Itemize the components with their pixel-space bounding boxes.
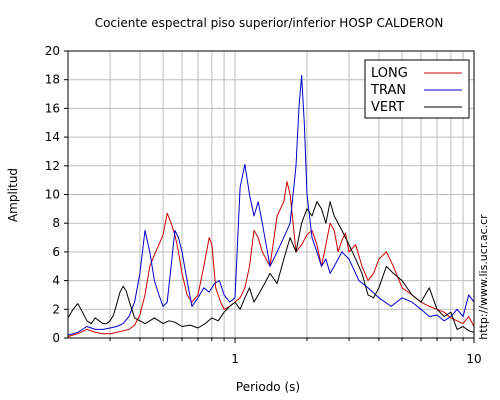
grid-lines	[68, 51, 474, 338]
chart-title: Cociente espectral piso superior/inferio…	[95, 16, 444, 30]
y-tick-label: 20	[45, 44, 60, 58]
x-axis-label: Periodo (s)	[236, 380, 300, 394]
y-tick-labels: 0 2 4 6 8 10 12 14 16 18 20	[45, 44, 60, 345]
y-tick-label: 18	[45, 73, 60, 87]
x-tick-labels: 1 10	[231, 352, 481, 366]
y-tick-label: 2	[52, 302, 60, 316]
plot-series	[67, 74, 475, 338]
legend-label-tran: TRAN	[370, 83, 406, 98]
series-line-tran	[67, 74, 475, 336]
y-tick-label: 12	[45, 159, 60, 173]
y-tick-label: 8	[52, 216, 60, 230]
axis-ticks	[64, 50, 475, 343]
y-tick-label: 10	[45, 188, 60, 202]
y-tick-label: 6	[52, 245, 60, 259]
x-tick-label: 1	[231, 352, 239, 366]
y-tick-label: 16	[45, 101, 60, 115]
y-tick-label: 0	[52, 331, 60, 345]
y-tick-label: 14	[45, 130, 60, 144]
legend: LONG TRAN VERT	[364, 59, 470, 119]
y-tick-label: 4	[52, 274, 60, 288]
source-url: http://www.lis.ucr.ac.cr	[477, 214, 490, 340]
legend-label-vert: VERT	[371, 100, 404, 115]
x-tick-label: 10	[466, 352, 481, 366]
y-axis-label: Amplitud	[6, 168, 20, 222]
series-line-vert	[67, 201, 475, 333]
legend-box	[364, 59, 470, 119]
legend-label-long: LONG	[371, 66, 408, 81]
